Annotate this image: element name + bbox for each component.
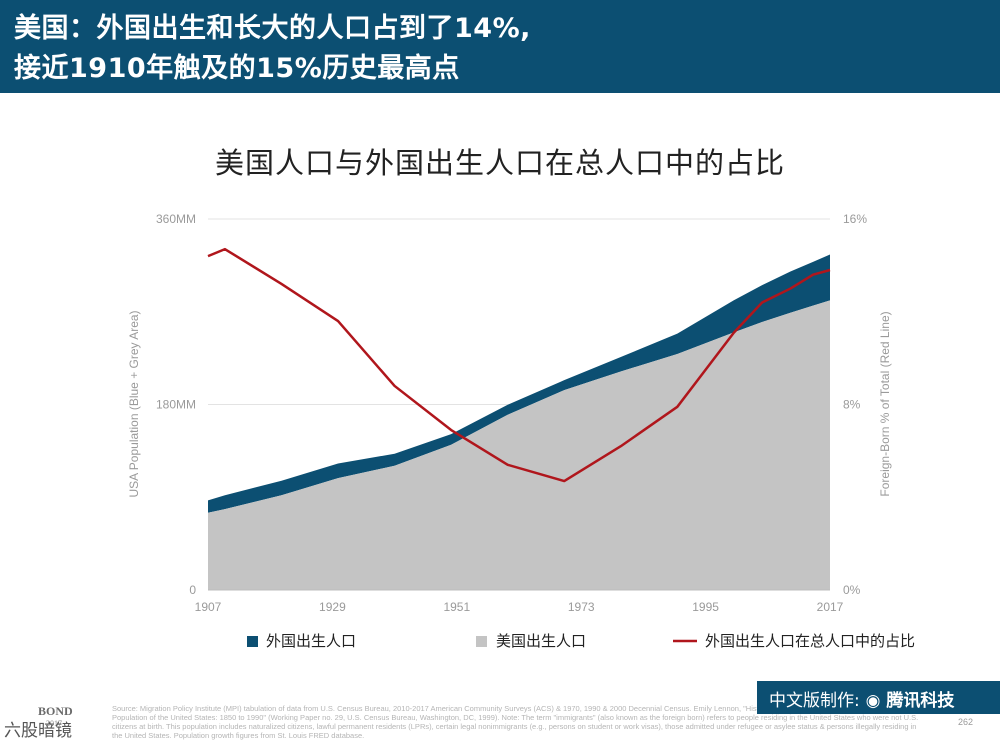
series-native-born-area [208,300,830,590]
x-tick-label: 1929 [319,600,346,614]
brand-label: 中文版制作: [769,691,860,711]
headline-line-2: 接近1910年触及的15%历史最高点 [14,53,460,84]
legend-swatch-foreign-born [247,636,258,647]
bond-year: 2017 [46,719,62,728]
y-tick-label: 360MM [156,212,196,226]
y2-tick-label: 0% [843,583,861,597]
brand-strip: 中文版制作: ◉ 腾讯科技 [757,681,1000,714]
source-watermark: 六股暗镜 [4,721,72,741]
bond-logo: BOND [38,704,73,718]
y2-tick-label: 16% [843,212,867,226]
x-tick-label: 1995 [692,600,719,614]
y2-tick-label: 8% [843,398,861,412]
x-tick-label: 2017 [817,600,844,614]
brand-name: 腾讯科技 [886,691,955,711]
header-banner: 美国：外国出生和长大的人口占到了14%, 接近1910年触及的15%历史最高点 [0,0,1000,93]
y2-axis-label: Foreign-Born % of Total (Red Line) [878,311,892,496]
page-number: 262 [958,717,974,727]
series-foreign-born-share-line [207,247,831,483]
headline-line-1: 美国：外国出生和长大的人口占到了14%, [14,13,531,44]
x-tick-label: 1951 [443,600,470,614]
legend-swatch-native-born [476,636,487,647]
legend-label-native-born: 美国出生人口 [496,632,586,650]
legend-label-foreign-born: 外国出生人口 [266,632,356,650]
brand-logo-icon: ◉ [865,691,881,711]
x-tick-label: 1973 [568,600,595,614]
population-chart: 1907 1929 1951 1973 1995 2017 0 180MM 360MM 0% 8% 1… [127,212,915,650]
y-axis-label: USA Population (Blue + Grey Area) [127,310,141,497]
y-tick-label: 180MM [156,398,196,412]
x-tick-label: 1907 [195,600,222,614]
series-foreign-born-area [208,254,830,513]
legend-label-foreign-share: 外国出生人口在总人口中的占比 [705,632,915,650]
chart-title: 美国人口与外国出生人口在总人口中的占比 [214,146,785,180]
source-note: Source: Migration Policy Institute (MPI)… [112,704,919,740]
y-tick-label: 0 [189,583,196,597]
